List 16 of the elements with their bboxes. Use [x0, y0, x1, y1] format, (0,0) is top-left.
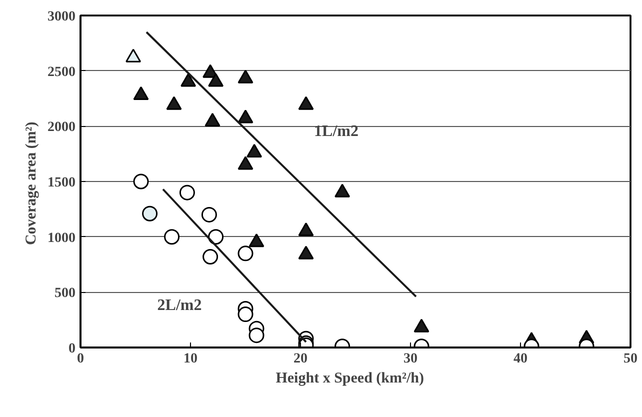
x-tick-label: 50: [624, 352, 638, 366]
x-axis-title: Height x Speed (km²/h): [276, 370, 424, 386]
annotation: 1L/m2: [314, 122, 358, 140]
y-tick-label: 500: [54, 286, 76, 302]
y-tick-label: 1500: [48, 176, 76, 190]
y-tick-label: 3000: [48, 10, 76, 24]
y-tick-label: 1000: [48, 230, 76, 246]
y-tick-label: 2500: [48, 64, 76, 80]
y-tick-label: 0: [68, 342, 76, 356]
x-tick-label: 20: [294, 352, 308, 366]
annotation: 2L/m2: [157, 297, 202, 314]
y-axis-title: Coverage area (m²): [24, 122, 40, 246]
x-tick-label: 30: [404, 352, 418, 366]
x-tick-label: 10: [184, 352, 198, 366]
y-tick-label: 2000: [48, 120, 76, 136]
x-tick-label: 40: [514, 352, 528, 366]
